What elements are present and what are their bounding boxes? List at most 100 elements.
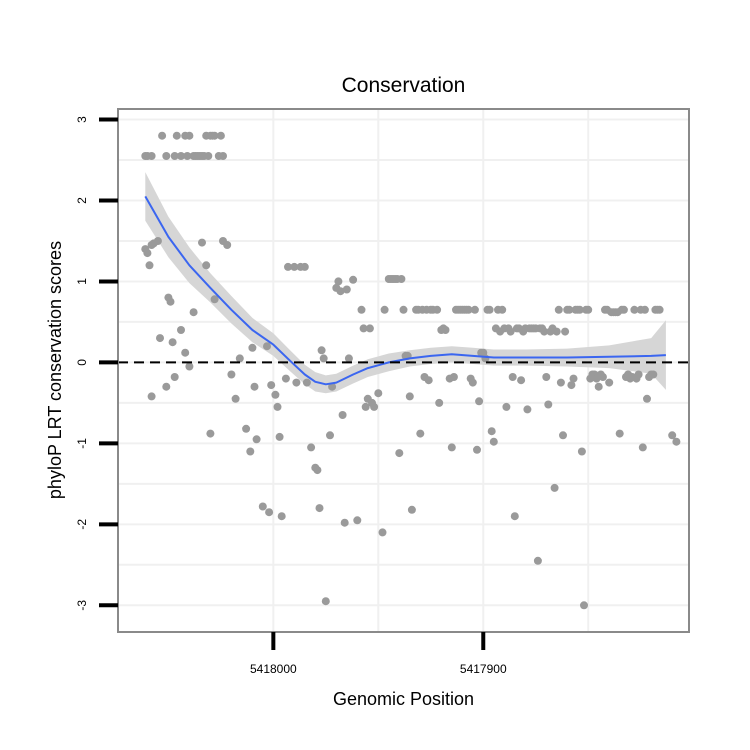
data-point [374,389,383,398]
data-point [340,518,349,527]
data-point [435,398,444,407]
data-point [489,437,498,446]
data-point [147,392,156,401]
data-point [552,327,561,336]
data-point [162,382,171,391]
data-point [468,378,477,387]
data-point [158,131,167,140]
data-point [359,324,368,333]
data-point [315,504,324,513]
data-point [181,348,190,357]
y-tick-label: 1 [75,278,89,285]
data-point [619,305,628,314]
data-point [567,381,576,390]
data-point [338,411,347,419]
data-point [235,354,244,363]
smooth-line-layer [144,195,666,386]
data-point [508,373,517,381]
data-point [380,305,389,314]
data-point [655,305,664,314]
data-point [328,382,337,391]
data-point [143,249,152,258]
data-point [265,508,274,517]
data-point [349,275,358,284]
data-point [275,432,284,441]
data-point [407,505,416,514]
data-point [470,305,479,314]
data-point [292,378,301,387]
data-point [395,449,404,458]
data-point [397,275,406,283]
data-point [145,261,154,270]
data-point [487,427,496,436]
data-point [424,376,433,385]
data-point [258,502,267,511]
data-point [441,326,450,334]
data-point [156,334,164,343]
data-point [342,285,351,294]
data-point [365,324,374,333]
data-point [584,305,593,314]
data-point [498,305,507,314]
data-point [216,131,225,140]
data-point [227,370,236,379]
data-point [307,443,316,452]
data-point [223,241,232,249]
data-point [405,392,414,401]
data-point [321,597,330,606]
data-point [399,305,408,314]
data-point [473,445,481,454]
x-tick-label: 5418000 [250,662,297,676]
data-point [517,376,526,385]
data-point [378,528,387,537]
data-point [344,354,353,363]
y-tick-label: 2 [75,197,89,204]
data-point [147,152,156,160]
data-point [170,152,179,160]
data-point [290,262,299,271]
data-point [284,262,292,271]
data-point [317,346,326,355]
chart-title: Conservation [342,74,466,97]
data-point [485,305,494,314]
data-point [433,305,442,314]
data-point [177,152,185,160]
data-point [598,373,607,381]
data-point [561,327,570,336]
data-point [542,373,551,381]
data-point [185,362,194,371]
data-point [580,601,588,610]
data-point [177,326,185,334]
data-point [643,394,651,403]
data-point [210,295,219,304]
data-point [204,152,213,160]
confidence-band-layer [145,172,666,394]
data-point [481,354,490,363]
y-tick-label: 0 [75,359,89,366]
data-point [319,354,328,363]
data-point [336,287,345,296]
data-point [577,447,586,456]
data-point [242,424,251,433]
data-point [219,152,227,160]
data-point [550,483,559,492]
data-point [202,261,211,270]
y-axis-title: phyloP LRT conservation scores [45,241,65,499]
data-point [638,443,647,452]
data-point [267,381,276,390]
data-point [569,374,578,383]
data-point [559,431,567,440]
points-layer [141,131,681,610]
data-point [357,305,366,314]
data-point [506,327,515,336]
data-point [189,308,198,317]
data-point [361,402,370,411]
data-point [540,327,549,336]
data-point [162,152,171,160]
data-point [672,437,681,446]
data-point [353,516,362,525]
data-point [326,431,334,440]
data-point [263,342,271,351]
data-point [575,305,584,314]
data-point [206,429,215,438]
